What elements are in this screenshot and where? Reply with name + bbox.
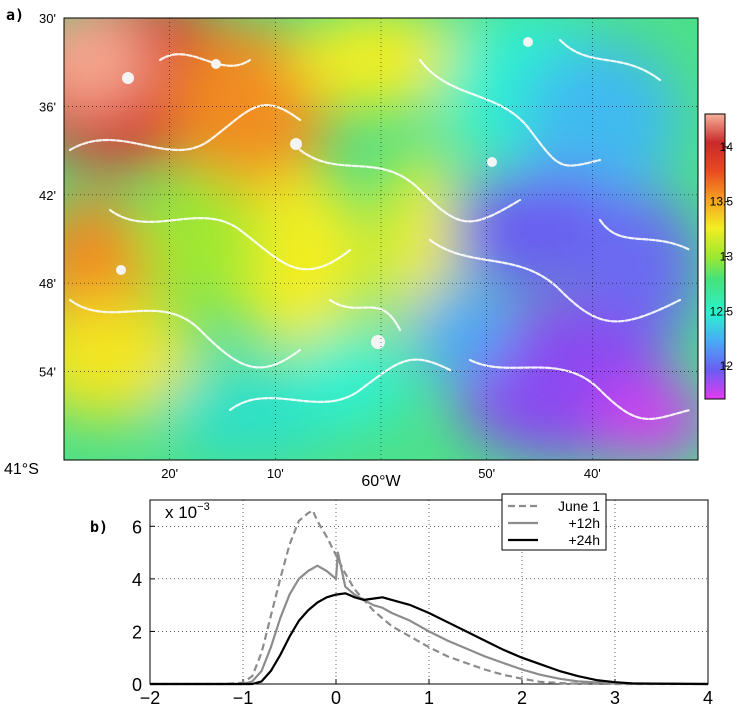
series-line--24h [150,592,709,686]
lat-tick-label: 36' [39,99,56,114]
x-tick-labels: −2 −1 0 1 2 3 4 [140,688,713,708]
y-tick-label: 6 [132,517,142,537]
lat-tick-label: 42' [39,188,56,203]
latitude-labels: 30' 36' 42' 48' 54' 41°S [4,11,56,478]
map-gridlines [64,18,698,460]
colorbar-tick-label: 12.5 [710,304,734,318]
lon-tick-label: 10' [267,466,284,481]
y-tick-labels: 0 2 4 6 [132,517,142,695]
series-line-june-1 [150,509,708,686]
pdf-line-chart: −2 −1 0 1 2 3 4 0 2 4 6 x 10−3 June 1+12h+24h [132,493,713,708]
colorbar-tick-label: 14 [720,140,734,154]
legend-entry-label: +24h [568,532,600,548]
sst-map-panel: a) [4,6,734,490]
y-tick-label: 0 [132,675,142,695]
y-tick-label: 4 [132,570,142,590]
lat-tick-label: 48' [39,276,56,291]
lon-tick-label: 50' [478,466,495,481]
longitude-labels: 20' 10' 60°W 50' 40' [161,466,601,490]
lat-tick-label: 41°S [4,461,39,478]
lat-tick-label: 54' [39,365,56,380]
y-tick-label: 2 [132,622,142,642]
legend-entry-label: +12h [568,515,600,531]
x-tick-label: 4 [703,688,713,707]
lon-tick-label: 40' [584,466,601,481]
sst-field [64,18,698,460]
series-lines [150,509,709,686]
plot-frame [149,499,709,685]
lat-tick-label: 30' [39,11,56,26]
panel-a-label: a) [6,6,25,24]
colorbar-tick-label: 13 [720,250,734,264]
legend: June 1+12h+24h [501,493,607,551]
x-tick-label: 2 [517,688,527,707]
x-tick-label: 3 [610,688,620,707]
pdf-line-chart-panel: b) −2 −1 0 1 2 3 4 0 2 4 6 x 10−3 June 1 +12h +24h [0,490,738,708]
x-tick-label: −1 [233,688,254,707]
plot-gridlines [149,500,709,685]
colorbar-tick-label: 13.5 [710,195,734,209]
colorbar-tick-label: 12 [720,359,734,373]
y-exponent-label: x 10−3 [165,501,210,522]
colorbar: 14 13.5 13 12.5 12 [704,113,734,400]
legend-entry-label: June 1 [558,498,600,514]
x-tick-label: −2 [140,688,161,707]
sst-map: 30'36'42'48'54'41°S 20' 10' 60°W 50' 40' 141… [4,11,734,490]
lon-tick-label: 60°W [361,473,401,490]
panel-b-label: b) [90,518,109,536]
x-tick-label: 1 [424,688,434,707]
x-tick-label: 0 [331,688,341,707]
lon-tick-label: 20' [161,466,178,481]
colorbar-ticks: 14 13.5 13 12.5 12 [710,140,734,373]
